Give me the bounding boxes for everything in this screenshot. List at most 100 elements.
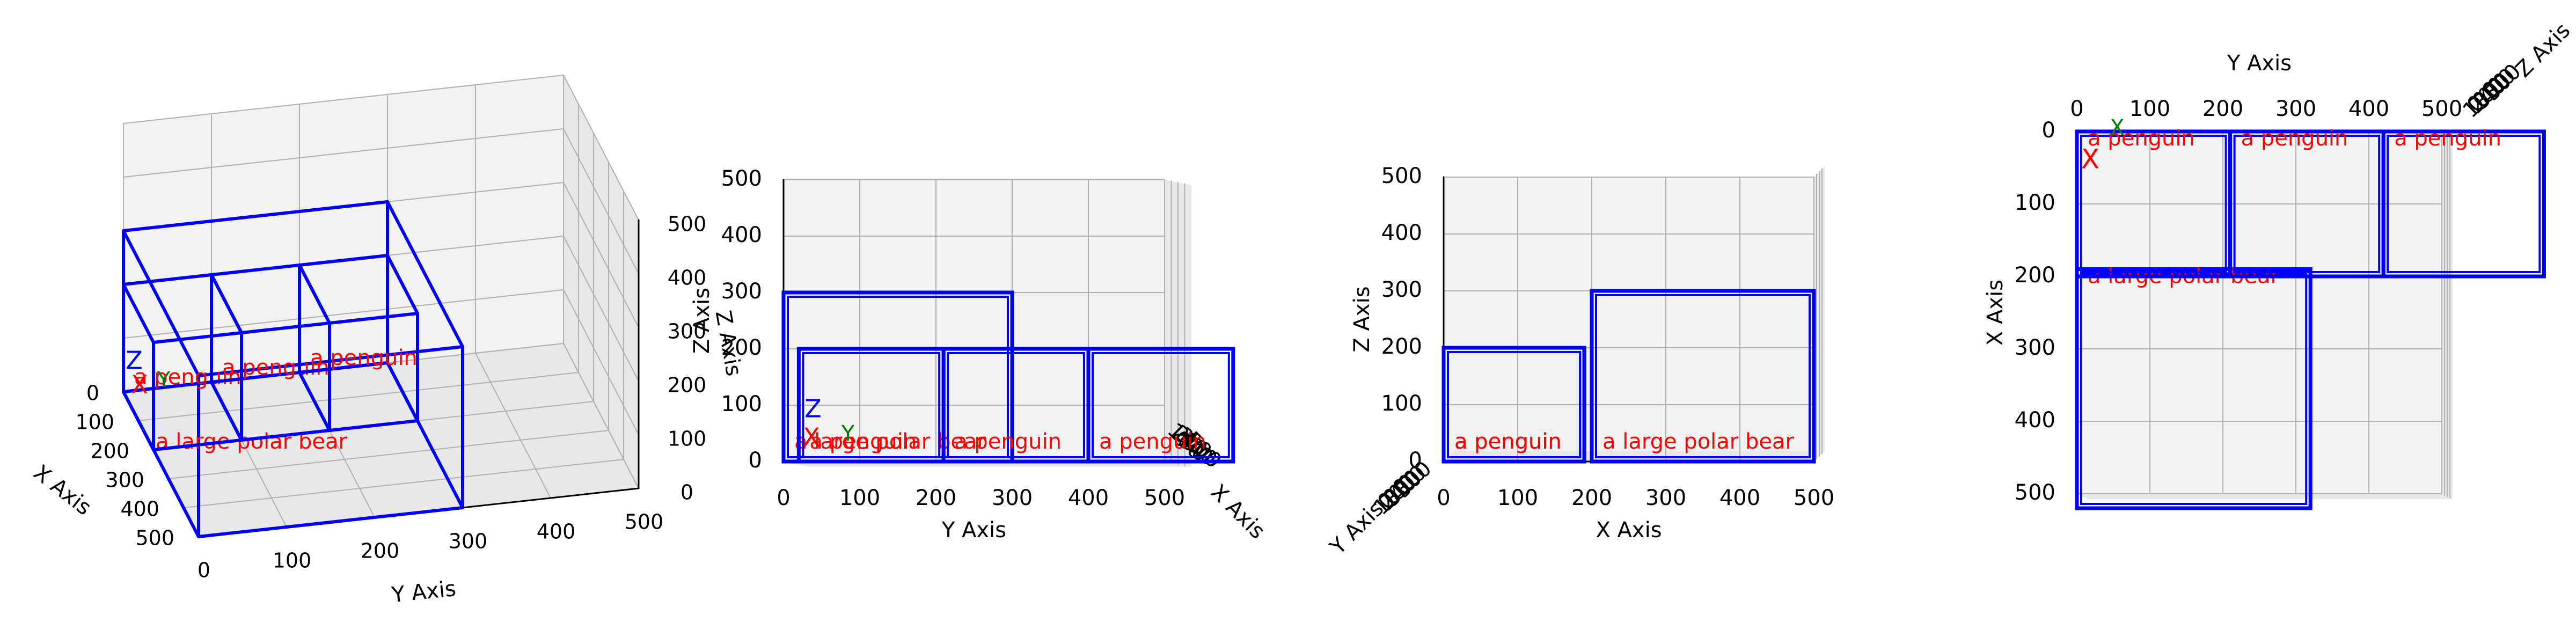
box-edge — [210, 264, 301, 276]
v-tick-label: 100 — [1381, 391, 1422, 416]
grid-line — [183, 459, 624, 508]
box-edge — [122, 283, 155, 344]
depth-floor — [2077, 494, 2453, 499]
z-tick-label: 0 — [680, 481, 693, 504]
h-tick-label: 300 — [1645, 486, 1686, 510]
box-edge — [298, 371, 331, 432]
v-tick-label: 500 — [721, 166, 762, 191]
box-edge — [210, 371, 301, 384]
box-outline-depth — [1595, 294, 1811, 458]
v-tick-label: 500 — [2015, 480, 2055, 505]
chart-2-side: 0 100 200 300 400 500 0 100 200 300 400 500 Y Axis Z … — [690, 166, 1270, 544]
h-tick-label: 200 — [916, 486, 956, 510]
back-pane-yz — [123, 75, 564, 392]
box-edge — [328, 419, 419, 432]
z-tick-label: 300 — [668, 320, 707, 343]
box-outline-depth — [2233, 135, 2381, 273]
x-tick-label: 200 — [90, 440, 129, 463]
h-tick-label: 400 — [2348, 97, 2389, 121]
box-edge — [122, 390, 155, 451]
box-edge — [197, 506, 464, 538]
h-axis-label: Y Axis — [2227, 51, 2292, 76]
chart-1-perspective: 0 100 200 300 400 500 0 100 200 300 400 500 0 100 200 3… — [29, 75, 746, 608]
grid-line — [563, 343, 639, 489]
x-tick-label: 500 — [135, 526, 174, 550]
box-label: a penguin — [2241, 126, 2348, 151]
h-tick-label: 300 — [2275, 97, 2316, 121]
origin-z-marker: Z — [804, 394, 822, 423]
v-tick-label: 0 — [2042, 118, 2055, 143]
v-tick-label: 400 — [2015, 408, 2055, 433]
box-edge — [298, 254, 389, 267]
box-edge — [386, 200, 464, 348]
h-tick-label: 500 — [1144, 486, 1185, 510]
v-tick-label: 300 — [721, 279, 762, 304]
h-tick-label: 400 — [1068, 486, 1109, 510]
origin-y-marker: Y — [841, 421, 855, 446]
y-tick-label: 100 — [273, 549, 312, 573]
box-label: a large polar bear — [794, 429, 986, 454]
box-edge — [210, 380, 243, 442]
box-outline-depth — [947, 352, 1085, 458]
origin-x-marker: X — [131, 370, 148, 399]
z-tick-label: 500 — [668, 213, 707, 236]
box-label: a penguin — [1454, 429, 1562, 454]
pane — [2077, 131, 2442, 494]
h-tick-label: 0 — [2070, 97, 2083, 121]
y-tick-label: 400 — [537, 520, 576, 544]
box-edge — [328, 312, 419, 325]
h-tick-label: 100 — [1497, 486, 1538, 510]
x-axis-label: X Axis — [29, 460, 96, 520]
origin-x-marker: X — [2081, 144, 2099, 175]
v-tick-label: 300 — [2015, 335, 2055, 360]
v-tick-label: 400 — [721, 223, 762, 247]
v-axis-label: Z Axis — [1350, 286, 1374, 352]
h-tick-label: 200 — [1571, 486, 1612, 510]
grid-line — [475, 353, 551, 499]
v-axis-label: X Axis — [1983, 280, 2008, 346]
v-tick-label: 0 — [749, 448, 762, 473]
h-tick-label: 400 — [1719, 486, 1760, 510]
floor-pane — [123, 343, 639, 537]
v-tick-label: 200 — [2015, 263, 2055, 288]
grid-line — [123, 289, 564, 339]
z-tick-label: 200 — [668, 374, 707, 397]
box-edge — [210, 273, 243, 334]
box-label: a penguin — [954, 429, 1062, 454]
box-label: a penguin — [134, 365, 241, 390]
v-tick-label: 300 — [1381, 277, 1422, 302]
v-tick-label: 0 — [1409, 448, 1422, 473]
v-tick-label: 200 — [1381, 334, 1422, 359]
origin-x-marker: X — [803, 423, 820, 452]
x-tick-label: 400 — [120, 497, 159, 521]
box-edge — [122, 200, 389, 232]
v-axis-label: Z Axis — [690, 288, 714, 354]
y-tick-label: 300 — [449, 530, 488, 553]
y-axis-label: Y Axis — [390, 576, 457, 608]
grid-line — [138, 372, 579, 421]
box-edge — [122, 273, 213, 286]
grid-line — [563, 289, 639, 435]
box-label: a penguin — [809, 429, 917, 454]
depth-axis-label: Z Axis — [2511, 18, 2575, 83]
box-label: a penguin — [2088, 126, 2195, 151]
box-outline — [2381, 129, 2546, 279]
box-edge — [152, 331, 243, 344]
h-tick-label: 0 — [777, 486, 790, 510]
box-edge — [122, 229, 200, 377]
h-tick-label: 500 — [1794, 486, 1834, 510]
h-axis-label: Y Axis — [941, 518, 1006, 543]
pane — [784, 180, 1165, 462]
z-tick-label: 100 — [668, 427, 707, 451]
grid-line — [123, 128, 564, 178]
box-label: a penguin — [222, 355, 330, 380]
box-edge — [386, 254, 419, 315]
h-tick-label: 0 — [1437, 486, 1450, 510]
box-label: a penguin — [1454, 429, 1562, 454]
grid-line — [123, 75, 564, 124]
box-label: a penguin — [1099, 429, 1206, 454]
v-tick-label: 500 — [1381, 164, 1422, 188]
h-tick-label: 500 — [2421, 97, 2462, 121]
depth-axis-label: X Axis — [1206, 480, 1270, 544]
